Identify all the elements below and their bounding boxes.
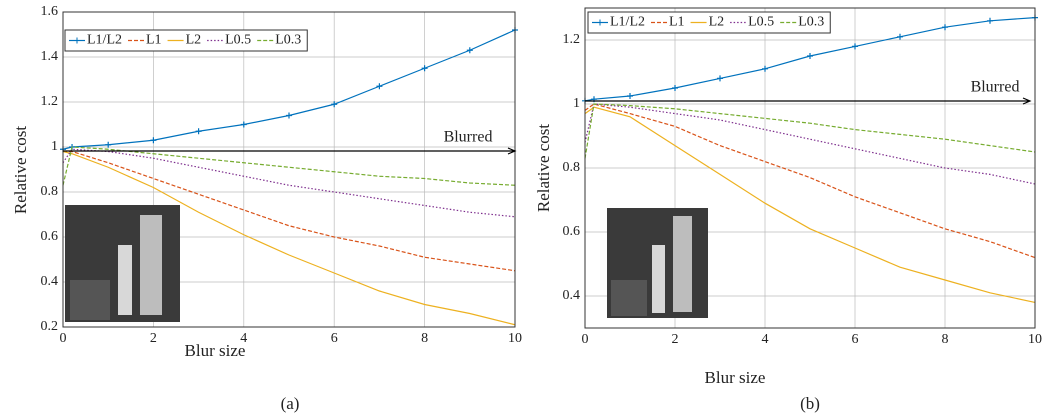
annotation-arrow [63,147,517,155]
point-marker [195,128,202,135]
inset-image [607,208,708,318]
legend-label: L2 [186,33,202,48]
y-tick-label: 0.4 [563,288,581,303]
plot-frame [62,11,516,328]
y-tick-label: 0.8 [563,160,581,175]
y-tick-label: 1.2 [41,94,59,109]
y-tick-label: 1.2 [563,32,581,47]
y-tick-label: 1 [573,96,580,111]
legend-marker [597,19,603,26]
legend-label: L1/L2 [610,15,645,30]
x-tick-label: 4 [762,332,769,347]
plot-frame [584,7,1036,329]
panel-label: (a) [281,394,300,413]
point-marker [852,43,858,50]
series-line [63,150,516,272]
y-tick-label: 0.6 [563,224,581,239]
legend-box [587,11,831,34]
x-tick-label: 6 [331,331,338,346]
point-marker [466,47,473,54]
legend-label: L0.5 [748,15,774,30]
y-tick-label: 1.4 [41,49,59,64]
point-marker [105,141,112,148]
y-tick-label: 1.6 [41,4,59,19]
legend-box [64,29,308,52]
legend-marker [74,37,80,44]
y-tick-label: 0.4 [41,274,59,289]
legend-label: L0.3 [275,33,301,48]
legend-label: L1 [669,15,685,30]
series-line [62,29,516,150]
point-marker [150,137,157,144]
series-line [584,103,1036,185]
point-marker [286,112,292,119]
x-tick-label: 8 [942,332,949,347]
legend-label: L2 [709,15,725,30]
x-tick-label: 0 [60,331,67,346]
y-tick-label: 0.2 [41,319,59,334]
panel-label: (b) [800,394,820,413]
series-line [62,146,516,186]
x-tick-label: 6 [852,332,859,347]
point-marker [421,65,428,72]
point-marker [717,75,723,82]
point-marker [807,53,813,59]
point-marker [987,17,993,24]
point-marker [762,65,768,72]
x-tick-label: 10 [1028,332,1042,347]
x-tick-label: 4 [240,331,247,346]
x-tick-label: 8 [421,331,428,346]
series-line [584,17,1036,102]
y-tick-label: 0.6 [41,229,59,244]
legend-label: L1 [146,33,162,48]
x-tick-label: 0 [582,332,589,347]
series-line [584,106,1036,303]
x-tick-label: 2 [672,332,679,347]
series-line [584,103,1036,259]
point-marker [331,101,338,108]
legend-label: L0.3 [798,15,824,30]
legend-label: L0.5 [225,33,251,48]
annotation-arrow [585,97,1032,105]
x-axis-label: Blur size [185,341,246,360]
point-marker [627,93,633,99]
legend: L1/L2 L1 L2 L0.5 L0.3 [587,11,831,34]
annotation: Blurred [971,79,1020,96]
point-marker [240,121,247,128]
inset-image [65,205,180,322]
series-line [62,150,516,326]
annotation: Blurred [444,129,493,146]
x-axis-label: Blur size [705,368,766,387]
y-tick-label: 0.8 [41,184,59,199]
point-marker [672,85,678,91]
point-marker [942,24,948,31]
y-axis-label: Relative cost [11,126,30,215]
legend: L1/L2 L1 L2 L0.5 L0.3 [64,29,308,52]
legend-label: L1/L2 [87,33,122,48]
x-tick-label: 10 [508,331,522,346]
x-tick-label: 2 [150,331,157,346]
y-tick-label: 1 [51,139,58,154]
y-axis-label: Relative cost [534,124,553,213]
series-line [584,103,1036,159]
point-marker [376,83,383,90]
point-marker [897,33,903,40]
